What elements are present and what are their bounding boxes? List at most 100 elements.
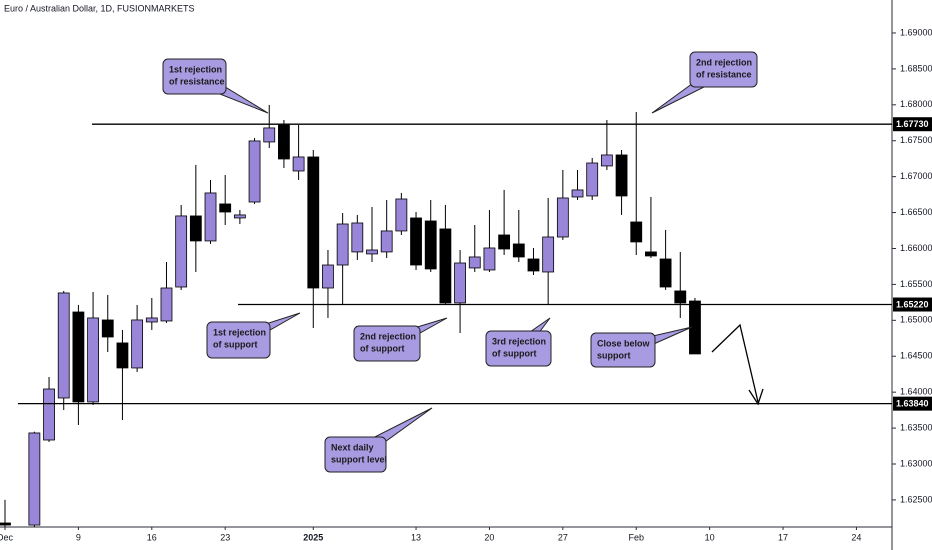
candle-body — [336, 223, 349, 266]
callout-text: 1st rejection — [213, 327, 266, 337]
callout-text: support level — [331, 454, 387, 464]
y-tick-label: 1.68000 — [900, 99, 932, 109]
candle-body — [424, 220, 437, 270]
candle-body — [57, 292, 70, 399]
callout-text: 2nd rejection — [696, 57, 752, 67]
level-tag — [893, 396, 932, 411]
x-tick-label: 27 — [558, 532, 568, 542]
candle-body — [233, 214, 246, 219]
callout-box — [689, 51, 758, 88]
candle-body — [28, 432, 41, 526]
candles — [0, 104, 701, 527]
y-tick-label: 1.64000 — [900, 387, 932, 397]
callout-text: 3rd rejection — [492, 336, 546, 346]
callout-text: Close below — [597, 338, 651, 348]
candle-body — [72, 311, 85, 403]
x-tick-label: 16 — [147, 532, 157, 542]
x-tick-label: 2025 — [303, 532, 323, 542]
x-tick-label: Dec — [0, 532, 13, 542]
x-tick-label: 17 — [778, 532, 788, 542]
y-tick-label: 1.68500 — [900, 63, 932, 73]
callout-text: of support — [360, 343, 405, 353]
projection-arrow — [711, 323, 759, 403]
callout-text: 2nd rejection — [360, 331, 416, 341]
callout-text: support — [597, 350, 631, 360]
callout-text: of resistance — [696, 69, 752, 79]
callout-box — [206, 321, 271, 359]
x-tick-label: 13 — [411, 532, 421, 542]
x-tick-label: 9 — [76, 532, 81, 542]
y-tick-label: 1.66000 — [900, 243, 932, 253]
candle-body — [322, 264, 334, 289]
candle-body — [645, 251, 657, 257]
y-tick-label: 1.63500 — [900, 422, 932, 432]
candle-body — [0, 522, 11, 526]
candle-body — [248, 140, 261, 203]
overlay: 1.67730 1.65220 1.63840 1st rejection of res… — [18, 51, 932, 473]
callout-box — [590, 332, 656, 368]
candle-body — [600, 154, 613, 167]
callout: 1st rejection of support — [206, 312, 301, 359]
callout-box — [324, 436, 387, 473]
callout-text: of resistance — [169, 76, 225, 86]
candle-body — [263, 127, 276, 143]
candle-body — [307, 156, 320, 289]
candle-body — [366, 249, 378, 255]
y-tick-label: 1.65000 — [900, 315, 932, 325]
chart-title: Euro / Australian Dollar, 1D, FUSIONMARK… — [4, 3, 195, 13]
candle-body — [468, 256, 481, 269]
candle-body — [175, 215, 188, 288]
candle-body — [87, 317, 99, 403]
y-tick-label: 1.62500 — [900, 494, 932, 504]
candle-body — [512, 243, 525, 258]
candle-body — [586, 162, 599, 197]
y-tick-label: 1.67000 — [900, 171, 932, 181]
candle-body — [189, 215, 202, 242]
x-tick-label: 20 — [484, 532, 494, 542]
y-tick-label: 1.64500 — [900, 351, 932, 361]
y-tick-label: 1.65500 — [900, 279, 932, 289]
y-tick-label: 1.69000 — [900, 27, 932, 37]
candle-body — [571, 189, 584, 198]
x-tick-label: 24 — [851, 532, 861, 542]
candle-body — [131, 319, 144, 369]
candle-body — [116, 342, 129, 369]
candle-body — [145, 317, 158, 323]
callout-text: Next daily — [331, 442, 374, 452]
candle-body — [527, 258, 540, 272]
candle-body — [659, 258, 672, 288]
callout: Close below support — [590, 326, 693, 368]
y-tick-label: 1.67500 — [900, 135, 932, 145]
callout: 2nd rejection of support — [353, 317, 448, 362]
y-tick-label: 1.66500 — [900, 207, 932, 217]
candle-body — [380, 230, 393, 253]
candle-body — [395, 198, 408, 232]
level-tag-label: 1.63840 — [896, 399, 929, 409]
candle-body — [278, 124, 290, 160]
level-tag-label: 1.67730 — [896, 119, 929, 129]
candle-body — [556, 197, 569, 238]
level-tag — [893, 297, 932, 312]
x-tick-label: Feb — [628, 532, 644, 542]
x-tick-label: 10 — [705, 532, 715, 542]
level-tag-label: 1.65220 — [896, 299, 929, 309]
candle-body — [542, 236, 555, 273]
x-tick-label: 23 — [220, 532, 230, 542]
y-tick-label: 1.63000 — [900, 458, 932, 468]
callout: 1st rejection of resistance — [162, 58, 269, 114]
callout-text: of support — [213, 339, 258, 349]
callout-text: 1st rejection — [169, 64, 222, 74]
candle-body — [454, 262, 466, 304]
candle-body — [43, 388, 55, 441]
candle-body — [351, 222, 364, 253]
callout: Next daily support level — [324, 407, 433, 473]
candle-body — [101, 319, 114, 338]
candle-body — [204, 192, 217, 242]
callout: 2nd rejection of resistance — [651, 51, 758, 114]
arrow-head — [748, 388, 764, 406]
candle-body — [630, 221, 643, 243]
candle-body — [483, 247, 496, 271]
callout-box — [162, 58, 227, 95]
